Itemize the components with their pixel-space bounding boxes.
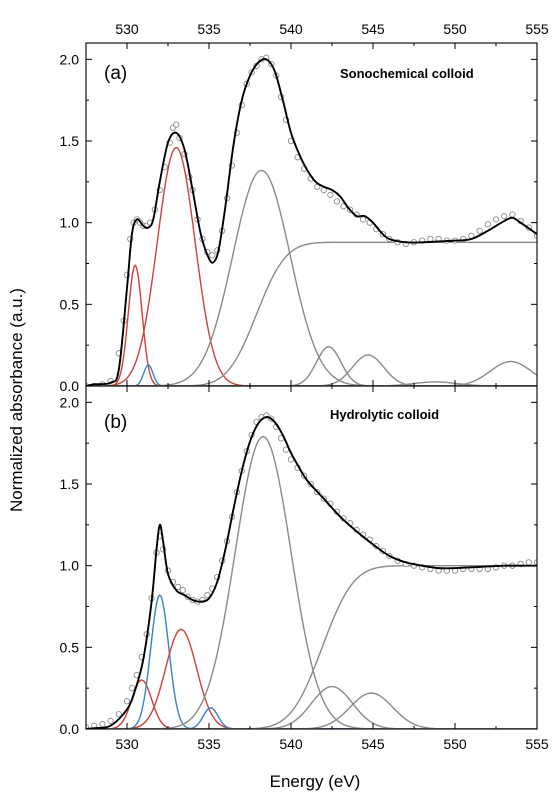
x-tick-label-top: 535 <box>197 21 221 37</box>
fit-curve <box>86 57 537 386</box>
x-tick-label: 545 <box>361 736 385 752</box>
plot-area <box>86 412 537 729</box>
data-point-4 <box>115 711 122 718</box>
data-point-71 <box>525 559 532 566</box>
panel-b: (b) Hydrolytic colloid 530 535 540 545 550 55… <box>60 385 549 752</box>
data-point-72 <box>501 212 508 220</box>
data-point-17 <box>179 587 186 594</box>
component-curve-gray-3 <box>86 169 537 386</box>
x-tick-label: 530 <box>115 736 139 752</box>
y-tick-label: 1.0 <box>60 558 80 574</box>
data-point-2 <box>99 720 106 728</box>
component-curve-gray-6 <box>86 685 537 729</box>
data-point-5 <box>123 698 131 705</box>
y-tick-label: 2.0 <box>60 51 80 67</box>
x-tick-label: 550 <box>443 736 467 752</box>
x-tick-label-top: 545 <box>361 21 385 37</box>
panel-b-label: (b) <box>104 412 127 433</box>
data-point-71 <box>492 216 500 223</box>
data-point-69 <box>476 227 483 234</box>
y-tick-label: 0.5 <box>60 639 80 655</box>
y-tick-label: 0.0 <box>60 378 80 394</box>
data-point-22 <box>204 591 211 599</box>
y-tick-label: 2.0 <box>60 394 80 410</box>
y-tick-label: 1.5 <box>60 476 80 492</box>
component-curve-gray-7 <box>86 692 537 729</box>
panel-b-annotation: Hydrolytic colloid <box>330 407 439 422</box>
data-point-6 <box>128 685 136 692</box>
x-tick-label-top: 530 <box>115 21 139 37</box>
data-point-19 <box>173 121 180 128</box>
data-point-27 <box>209 252 216 259</box>
y-tick-label: 1.5 <box>60 133 80 149</box>
x-tick-label: 555 <box>525 736 549 752</box>
component-curve-red-0 <box>86 679 537 729</box>
component-curve-red-2 <box>86 146 537 386</box>
x-axis-title: Energy (eV) <box>270 772 361 791</box>
x-tick-label-top: 550 <box>443 21 467 37</box>
plot-area <box>86 54 537 386</box>
y-axis-title: Normalized absorbance (a.u.) <box>7 288 26 512</box>
component-curve-gray-4 <box>86 241 537 386</box>
data-point-70 <box>484 221 491 228</box>
x-tick-label-top: 555 <box>525 21 549 37</box>
y-tick-label: 0.5 <box>60 296 80 312</box>
component-curve-gray-5 <box>86 346 537 386</box>
panel-a-label: (a) <box>104 63 127 84</box>
data-point-3 <box>107 717 114 724</box>
y-tick-label: 1.0 <box>60 215 80 231</box>
data-point-54 <box>360 216 367 223</box>
component-curve-red-0 <box>86 264 537 386</box>
panel-a: (a) Sonochemical colloid 530 535 540 545 550… <box>60 21 549 394</box>
fit-curve <box>86 416 537 729</box>
panel-a-annotation: Sonochemical colloid <box>340 66 474 81</box>
plot-frame <box>85 385 538 730</box>
data-point-73 <box>509 211 516 218</box>
data-point-16 <box>174 583 181 591</box>
component-curve-blue-1 <box>86 593 537 729</box>
x-tick-label-top: 540 <box>279 21 303 37</box>
data-point-49 <box>327 191 334 199</box>
x-tick-label: 540 <box>279 736 303 752</box>
data-point-50 <box>333 198 341 205</box>
x-tick-label: 535 <box>197 736 221 752</box>
component-curve-gray-8 <box>86 360 537 386</box>
component-curve-red-2 <box>86 628 537 729</box>
component-curve-gray-5 <box>86 564 537 729</box>
y-tick-label: 0.0 <box>60 721 80 737</box>
component-curve-blue-3 <box>86 707 537 729</box>
